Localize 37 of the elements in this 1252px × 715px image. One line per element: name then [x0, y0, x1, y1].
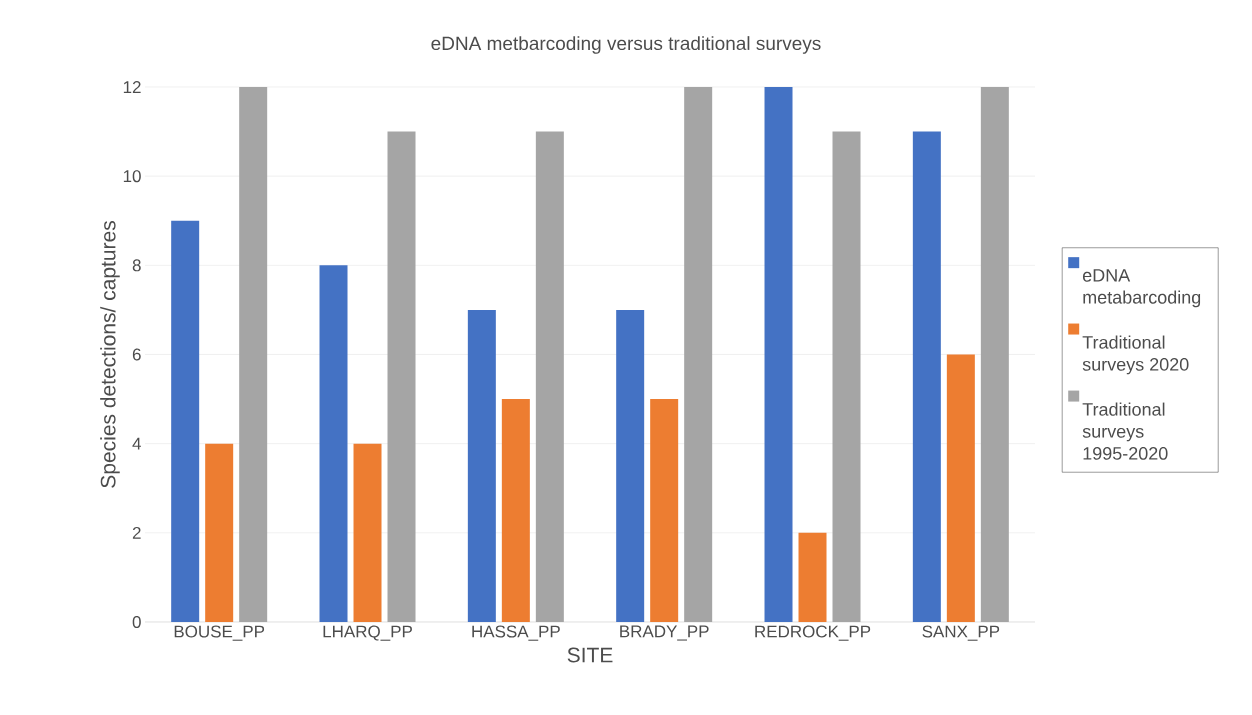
bar: [353, 443, 382, 622]
y-tick-label: 4: [132, 437, 141, 450]
bar: [832, 131, 861, 622]
bar: [650, 399, 679, 622]
x-axis-title: SITE: [567, 647, 613, 663]
chart-title: eDNA metbarcoding versus traditional surveys: [431, 36, 821, 54]
bar: [467, 309, 496, 622]
y-tick-label: 2: [132, 526, 141, 539]
bar: [946, 354, 975, 622]
bar: [980, 86, 1009, 622]
y-tick-label: 8: [132, 259, 141, 272]
y-tick-label: 6: [132, 348, 141, 361]
bar: [205, 443, 234, 622]
bar: [616, 309, 645, 622]
bar: [798, 532, 827, 622]
y-tick-label: 10: [123, 170, 141, 183]
x-tick-label: BOUSE_PP: [174, 625, 265, 641]
bar: [764, 86, 793, 622]
x-tick-label: SANX_PP: [922, 625, 1000, 641]
bar: [501, 399, 530, 622]
bar: [912, 131, 941, 622]
x-tick-label: REDROCK_PP: [755, 625, 871, 641]
bar: [319, 265, 348, 622]
legend-label: Traditional surveys 1995-2020: [1082, 402, 1168, 460]
x-tick-label: LHARQ_PP: [323, 625, 412, 641]
x-tick-label: BRADY_PP: [620, 625, 709, 641]
bar: [684, 86, 713, 622]
x-tick-label: HASSA_PP: [472, 625, 560, 641]
bar: [239, 86, 268, 622]
bar: [387, 131, 416, 622]
legend-label: eDNA metabarcoding: [1082, 269, 1201, 308]
legend-label: Traditional surveys 2020: [1082, 335, 1189, 375]
y-tick-label: 12: [123, 81, 141, 93]
y-axis-title: Species detections/ captures: [100, 221, 120, 488]
y-tick-label: 0: [132, 615, 141, 629]
bar: [535, 131, 564, 622]
bar: [171, 220, 200, 622]
